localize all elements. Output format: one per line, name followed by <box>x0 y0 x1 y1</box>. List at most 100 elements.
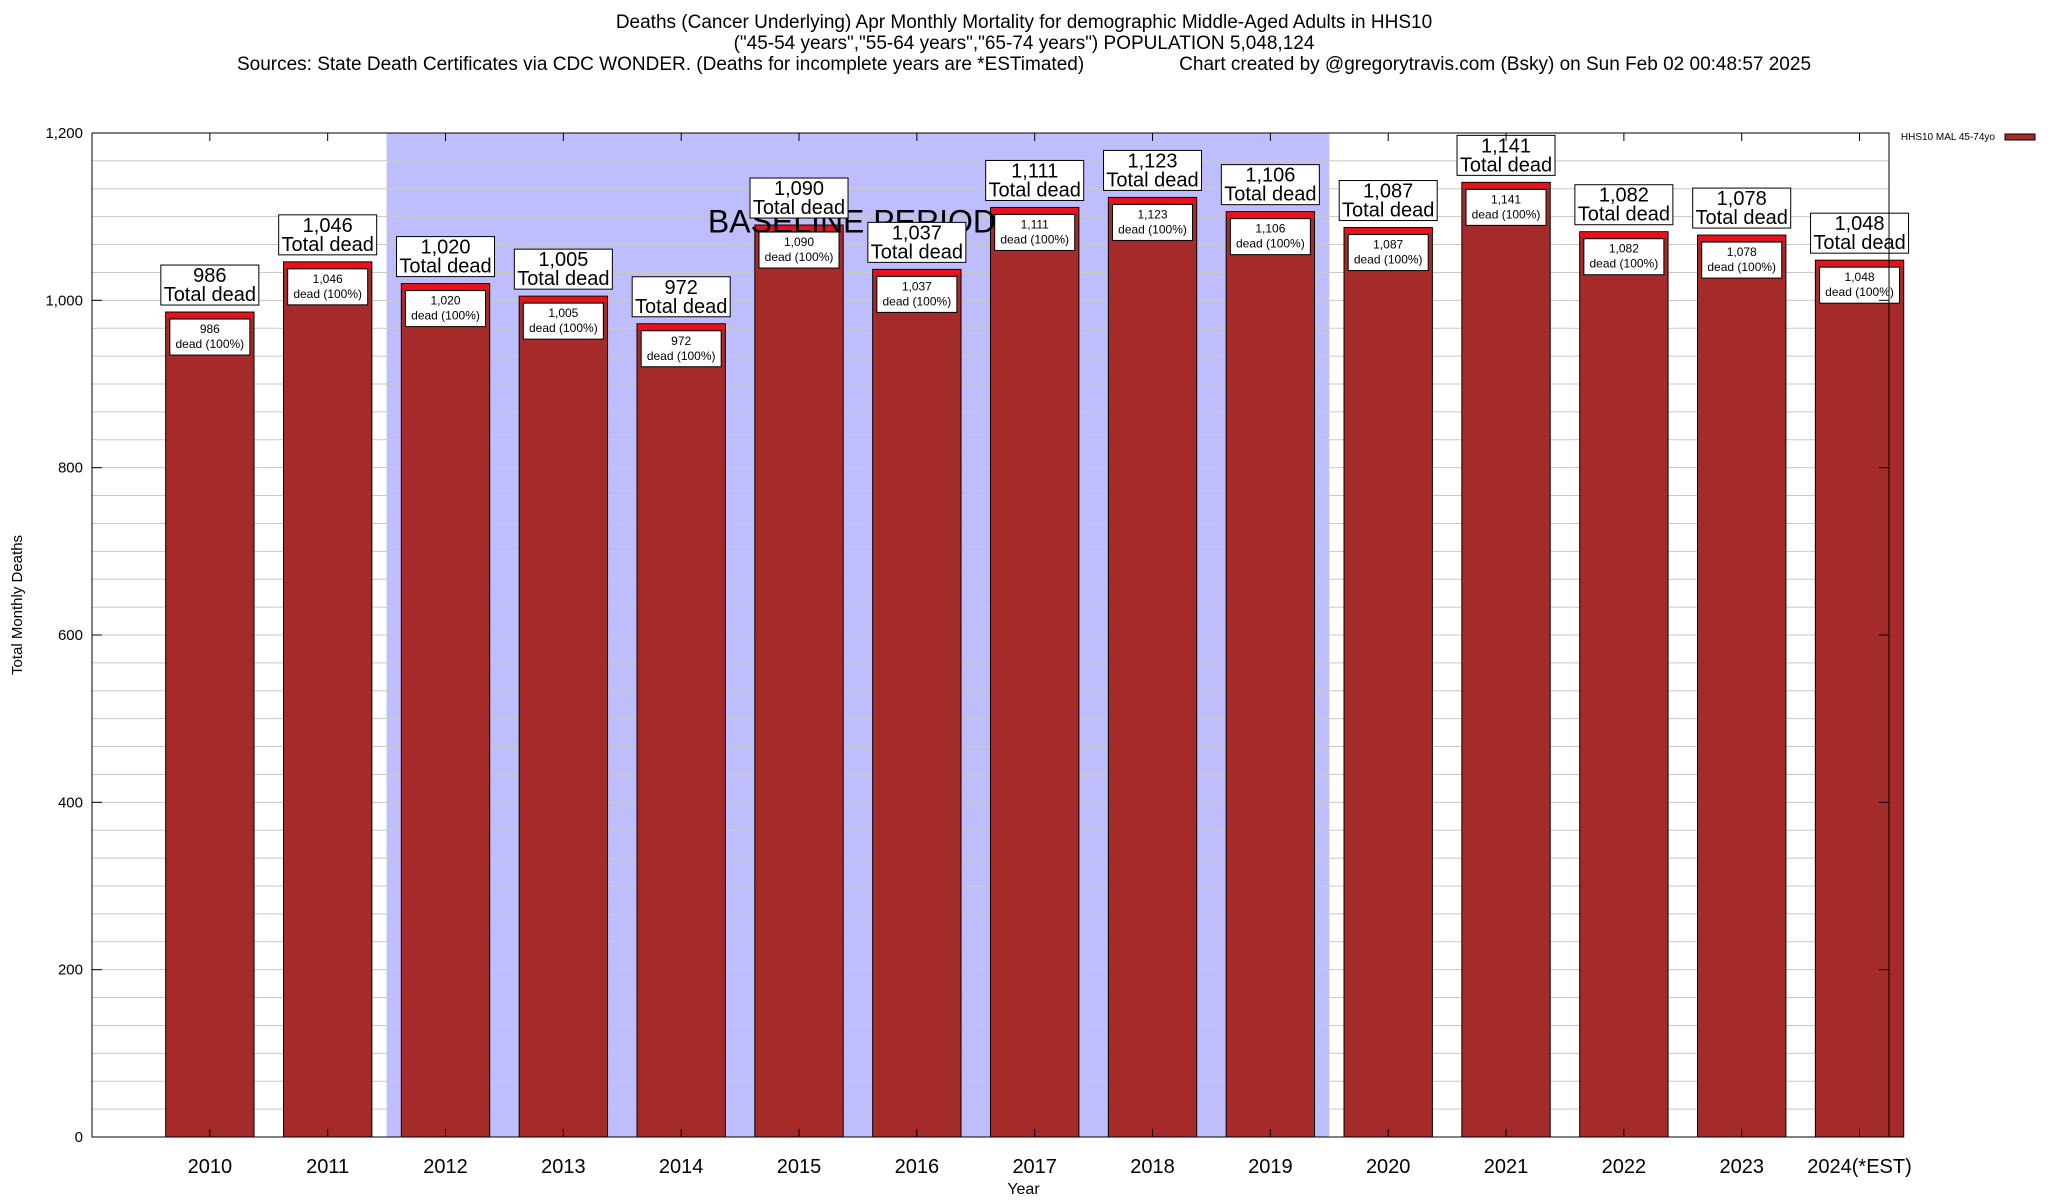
bar <box>400 283 491 1138</box>
x-tick-label: 2016 <box>895 1156 940 1178</box>
inner-pct-label: dead (100%) <box>293 287 362 301</box>
bar-top-band <box>1580 232 1668 238</box>
total-value-label: 1,005 <box>538 249 588 271</box>
x-tick-label: 2015 <box>777 1156 822 1178</box>
x-tick-label: 2022 <box>1602 1156 1647 1178</box>
total-value-label: 1,111 <box>1011 160 1058 182</box>
total-dead-label: Total dead <box>635 296 727 318</box>
total-label-box <box>1574 184 1674 226</box>
total-label-box <box>1338 180 1438 222</box>
inner-value-label: 1,123 <box>1138 207 1168 221</box>
bar-top-band <box>637 324 725 330</box>
inner-label-box <box>640 330 722 368</box>
inner-value-label: 1,141 <box>1491 192 1521 206</box>
inner-pct-label: dead (100%) <box>1472 207 1541 221</box>
inner-pct-label: dead (100%) <box>1707 260 1776 274</box>
inner-value-label: 1,005 <box>548 306 578 320</box>
inner-label-box <box>1465 188 1547 226</box>
total-value-label: 1,106 <box>1245 165 1295 187</box>
x-axis: 2010 2011 2012 2013 2014 2015 2016 2017 2018 2019… <box>188 133 1912 1178</box>
inner-pct-label: dead (100%) <box>1590 257 1659 271</box>
bar-top-band <box>166 312 254 318</box>
total-value-label: 1,087 <box>1363 181 1413 203</box>
inner-value-label: 1,087 <box>1373 238 1403 252</box>
x-tick-label: 2019 <box>1248 1156 1293 1178</box>
inner-pct-label: dead (100%) <box>1000 232 1069 246</box>
inner-pct-label: dead (100%) <box>882 294 951 308</box>
chart-credit: Chart created by @gregorytravis.com (Bsk… <box>1179 54 1812 75</box>
bar <box>1461 181 1551 1138</box>
bar-top-band <box>1108 197 1197 203</box>
x-tick-label: 2011 <box>306 1156 349 1178</box>
total-dead-label: Total dead <box>282 234 374 256</box>
total-dead-label: Total dead <box>164 284 256 306</box>
inner-value-label: 1,020 <box>430 294 460 308</box>
total-value-label: 1,141 <box>1481 135 1531 157</box>
inner-label-box <box>994 213 1076 251</box>
y-axis: 0 200 400 600 800 1,000 1,200 <box>45 125 1889 1146</box>
inner-pct-label: dead (100%) <box>647 349 716 363</box>
bar <box>990 206 1080 1138</box>
bar-top-band <box>1226 212 1315 218</box>
bar <box>165 311 255 1138</box>
x-axis-title: Year <box>1007 1181 1040 1198</box>
bars <box>165 181 1905 1138</box>
inner-pct-label: dead (100%) <box>1236 237 1305 251</box>
bar <box>754 224 844 1138</box>
legend-label: HHS10 MAL 45-74yo <box>1901 132 1996 143</box>
total-value-label: 1,082 <box>1599 185 1649 207</box>
x-tick-label: 2024(*EST) <box>1807 1156 1912 1178</box>
x-tick-label: 2017 <box>1012 1156 1057 1178</box>
total-value-label: 1,037 <box>892 222 942 244</box>
total-label-box <box>160 264 260 306</box>
total-label-box <box>631 276 731 318</box>
inner-value-label: 986 <box>200 322 220 336</box>
inner-label-box <box>1701 241 1783 279</box>
total-value-label: 1,020 <box>420 237 470 259</box>
x-tick-label: 2012 <box>423 1156 468 1178</box>
inner-label-box <box>287 268 369 306</box>
inner-value-label: 1,082 <box>1609 242 1639 256</box>
inner-label-box <box>758 231 840 269</box>
bar <box>1343 227 1433 1138</box>
inner-label-box <box>1583 238 1665 276</box>
total-value-label: 1,078 <box>1717 188 1767 210</box>
total-dead-label: Total dead <box>399 256 491 278</box>
total-label-box <box>1810 212 1910 254</box>
bar-top-band <box>283 262 372 268</box>
bar-top-band <box>873 269 961 275</box>
inner-label-box <box>522 302 604 340</box>
x-tick-label: 2014 <box>659 1156 704 1178</box>
y-tick-label: 0 <box>75 1129 83 1146</box>
inner-value-label: 1,037 <box>902 279 932 293</box>
bar <box>636 323 726 1138</box>
inner-pct-label: dead (100%) <box>1118 222 1187 236</box>
y-tick-label: 400 <box>58 794 83 811</box>
inner-label-box <box>1112 203 1194 241</box>
chart-title: Deaths (Cancer Underlying) Apr Monthly M… <box>615 12 1433 33</box>
total-label-box <box>1456 134 1556 176</box>
total-value-label: 1,090 <box>774 178 824 200</box>
x-tick-label: 2013 <box>541 1156 586 1178</box>
y-tick-label: 800 <box>58 460 83 477</box>
bar-top-band <box>991 207 1079 213</box>
x-tick-label: 2018 <box>1130 1156 1175 1178</box>
inner-label-box <box>169 318 251 356</box>
inner-pct-label: dead (100%) <box>1354 253 1423 267</box>
inner-value-label: 1,111 <box>1021 217 1050 231</box>
total-label-box <box>985 159 1085 201</box>
total-label-box <box>867 221 967 263</box>
bar <box>872 268 962 1138</box>
total-value-label: 1,123 <box>1127 150 1177 172</box>
bar <box>1579 231 1669 1138</box>
bar <box>518 295 609 1138</box>
bar-top-band <box>1344 228 1432 234</box>
chart-subtitle: ("45-54 years","55-64 years","65-74 year… <box>733 33 1315 54</box>
bar <box>282 261 373 1138</box>
inner-pct-label: dead (100%) <box>765 250 834 264</box>
bar <box>1697 234 1787 1138</box>
inner-value-label: 1,078 <box>1727 245 1757 259</box>
total-label-box <box>396 236 496 278</box>
inner-pct-label: dead (100%) <box>529 321 598 335</box>
